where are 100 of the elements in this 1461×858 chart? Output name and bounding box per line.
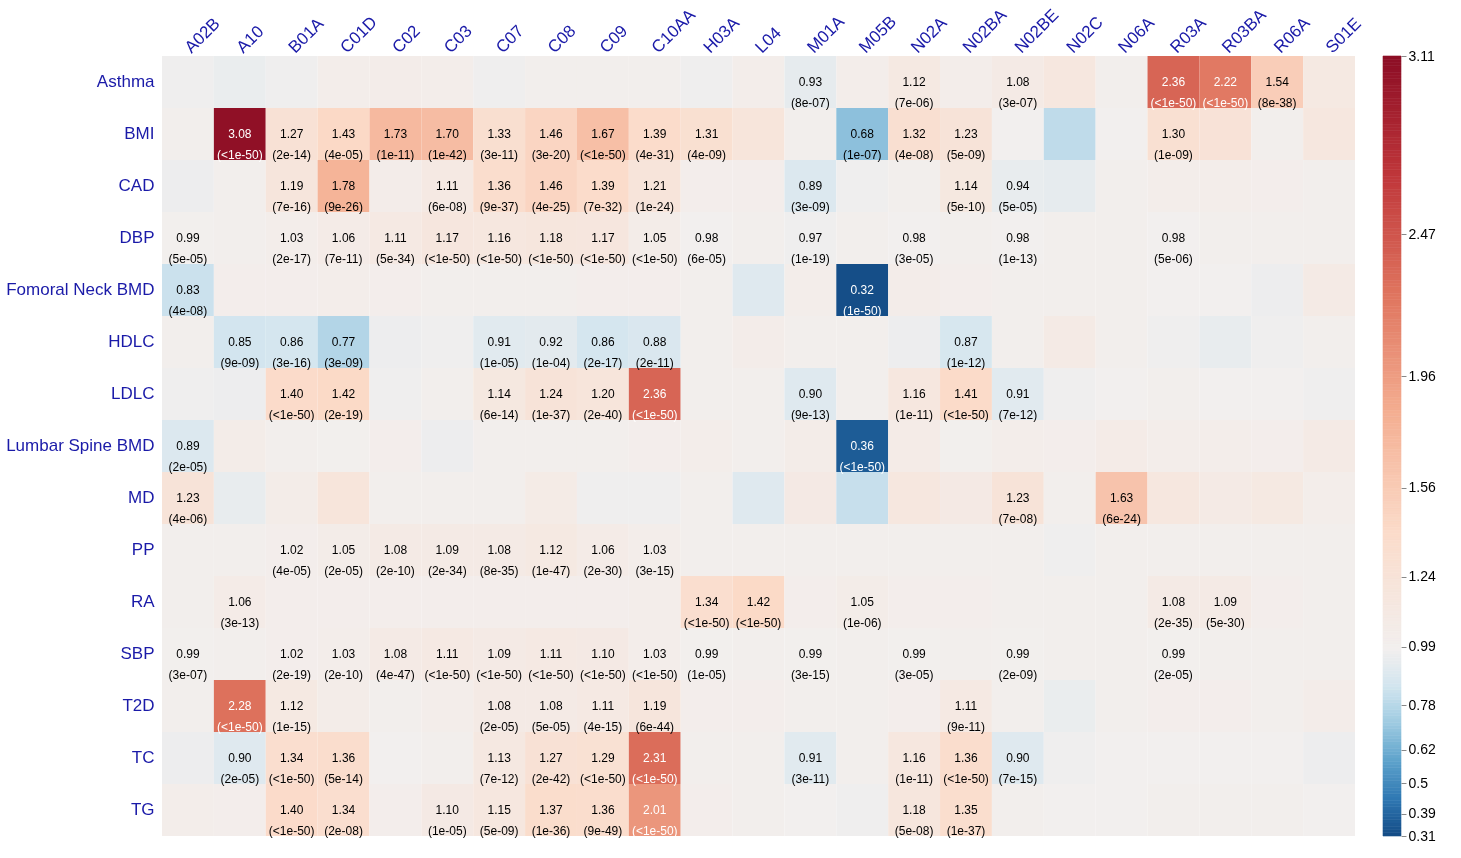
data-label: 0.90 (2e-05) bbox=[220, 751, 260, 786]
data-label: 1.02 (4e-05) bbox=[272, 543, 312, 578]
data-label: 1.31 (4e-09) bbox=[687, 127, 726, 162]
data-label: 1.67 (<1e-50) bbox=[580, 127, 626, 162]
data-label: 1.30 (1e-09) bbox=[1154, 127, 1193, 162]
data-label: 1.12 (1e-15) bbox=[272, 699, 312, 734]
data-label: 0.98 (1e-13) bbox=[998, 231, 1038, 266]
data-label: 1.41 (<1e-50) bbox=[943, 387, 989, 422]
data-label: 1.27 (2e-14) bbox=[272, 127, 312, 162]
data-label: 0.91 (7e-12) bbox=[998, 387, 1038, 422]
data-label: 1.11 (5e-34) bbox=[376, 231, 415, 266]
data-label: 1.03 (<1e-50) bbox=[631, 647, 678, 682]
data-label: 1.20 (2e-40) bbox=[583, 387, 623, 422]
data-label: 1.40 (<1e-50) bbox=[268, 803, 315, 838]
color-bar-label: 0.31 bbox=[1408, 827, 1436, 844]
data-label: 1.18 (5e-08) bbox=[894, 803, 934, 838]
data-label: 0.99 (1e-05) bbox=[687, 647, 726, 682]
y-tick-label: TG bbox=[130, 800, 155, 819]
data-label: 1.12 (1e-47) bbox=[531, 543, 571, 578]
data-label: 1.08 (2e-35) bbox=[1154, 595, 1193, 630]
y-tick-label: MD bbox=[128, 488, 155, 507]
color-bar-label: 2.47 bbox=[1408, 225, 1436, 242]
data-label: 1.40 (<1e-50) bbox=[268, 387, 315, 422]
y-tick-label: DBP bbox=[119, 228, 155, 247]
y-tick-label: Asthma bbox=[96, 72, 156, 91]
data-label: 0.98 (6e-05) bbox=[687, 231, 726, 266]
data-label: 1.11 (<1e-50) bbox=[528, 647, 574, 682]
data-label: 1.23 (7e-08) bbox=[998, 491, 1038, 526]
y-tick-label: HDLC bbox=[108, 332, 155, 351]
color-bar-label: 0.62 bbox=[1408, 741, 1436, 758]
data-label: 1.63 (6e-24) bbox=[1102, 491, 1141, 526]
y-tick-label: CAD bbox=[118, 176, 155, 195]
color-bar-label: 0.99 bbox=[1408, 638, 1436, 655]
data-label: 0.92 (1e-04) bbox=[531, 335, 571, 370]
data-label: 1.14 (5e-10) bbox=[946, 179, 986, 214]
data-label: 0.89 (2e-05) bbox=[168, 439, 208, 474]
data-label: 0.98 (5e-06) bbox=[1154, 231, 1193, 266]
data-label: 0.68 (1e-07) bbox=[842, 127, 882, 162]
y-tick-label: SBP bbox=[120, 644, 155, 663]
x-tick-label: L04 bbox=[751, 23, 785, 57]
data-label: 1.12 (7e-06) bbox=[894, 75, 934, 110]
data-label: 0.88 (2e-11) bbox=[635, 335, 674, 370]
data-label: 1.34 (2e-08) bbox=[324, 803, 363, 838]
data-label: 1.70 (1e-42) bbox=[427, 127, 467, 162]
data-label: 1.11 (<1e-50) bbox=[424, 647, 471, 682]
data-label: 0.83 (4e-08) bbox=[168, 283, 208, 318]
data-label: 1.36 (<1e-50) bbox=[943, 751, 989, 786]
data-label: 0.93 (8e-07) bbox=[791, 75, 830, 110]
y-tick-label: TC bbox=[131, 748, 155, 767]
data-label: 1.78 (9e-26) bbox=[324, 179, 363, 214]
data-label: 1.09 (<1e-50) bbox=[476, 647, 522, 682]
data-label: 1.06 (7e-11) bbox=[324, 231, 363, 266]
color-bar-label: 1.56 bbox=[1408, 479, 1436, 496]
y-tick-label: T2D bbox=[122, 696, 155, 715]
data-label: 1.16 (1e-11) bbox=[895, 387, 934, 422]
data-label: 1.08 (3e-07) bbox=[998, 75, 1038, 110]
data-label: 1.17 (<1e-50) bbox=[580, 231, 626, 266]
data-label: 1.36 (9e-49) bbox=[583, 803, 623, 838]
data-label: 1.08 (2e-05) bbox=[479, 699, 519, 734]
data-label: 0.32 (1e-50) bbox=[842, 283, 882, 318]
y-tick-label: RA bbox=[130, 592, 156, 611]
color-bar-label: 0.5 bbox=[1408, 774, 1429, 791]
x-tick-label: C09 bbox=[595, 21, 632, 57]
x-tick-label: A10 bbox=[232, 22, 268, 57]
data-label: 1.08 (4e-47) bbox=[376, 647, 415, 682]
data-label: 1.10 (1e-05) bbox=[427, 803, 467, 838]
x-tick-label: C07 bbox=[492, 21, 528, 57]
data-label: 1.35 (1e-37) bbox=[946, 803, 986, 838]
y-tick-label: Lumbar Spine BMD bbox=[6, 436, 155, 455]
data-label: 0.99 (2e-05) bbox=[1154, 647, 1193, 682]
color-bar-label: 3.11 bbox=[1408, 47, 1435, 64]
data-label: 2.28 (<1e-50) bbox=[216, 699, 263, 734]
data-label: 1.39 (7e-32) bbox=[583, 179, 623, 214]
data-label: 1.37 (1e-36) bbox=[531, 803, 571, 838]
data-label: 1.09 (2e-34) bbox=[427, 543, 467, 578]
data-label: 1.14 (6e-14) bbox=[479, 387, 519, 422]
data-label: 0.99 (5e-05) bbox=[168, 231, 208, 266]
data-label: 1.36 (9e-37) bbox=[479, 179, 519, 214]
data-label: 1.19 (6e-44) bbox=[635, 699, 675, 734]
data-label: 1.08 (5e-05) bbox=[531, 699, 571, 734]
data-label: 1.32 (4e-08) bbox=[894, 127, 934, 162]
data-label: 1.18 (<1e-50) bbox=[528, 231, 574, 266]
data-label: 1.13 (7e-12) bbox=[479, 751, 519, 786]
data-label: 0.99 (3e-07) bbox=[168, 647, 208, 682]
data-label: 0.97 (1e-19) bbox=[791, 231, 830, 266]
data-label: 0.86 (3e-16) bbox=[272, 335, 312, 370]
data-label: 1.02 (2e-19) bbox=[272, 647, 312, 682]
data-label: 1.03 (2e-17) bbox=[272, 231, 312, 266]
data-label: 1.23 (4e-06) bbox=[168, 491, 208, 526]
x-tick-label: C02 bbox=[388, 21, 424, 57]
data-label: 1.24 (1e-37) bbox=[531, 387, 571, 422]
color-bar-label: 0.39 bbox=[1408, 805, 1436, 822]
data-label: 0.87 (1e-12) bbox=[946, 335, 986, 370]
data-label: 1.08 (2e-10) bbox=[376, 543, 415, 578]
color-bar-label: 1.96 bbox=[1408, 367, 1436, 384]
data-label: 1.06 (3e-13) bbox=[220, 595, 260, 630]
x-tick-label: C08 bbox=[543, 21, 580, 57]
data-label: 0.98 (3e-05) bbox=[894, 231, 934, 266]
data-label: 2.22 (<1e-50) bbox=[1202, 75, 1249, 110]
data-label: 2.31 (<1e-50) bbox=[631, 751, 678, 786]
